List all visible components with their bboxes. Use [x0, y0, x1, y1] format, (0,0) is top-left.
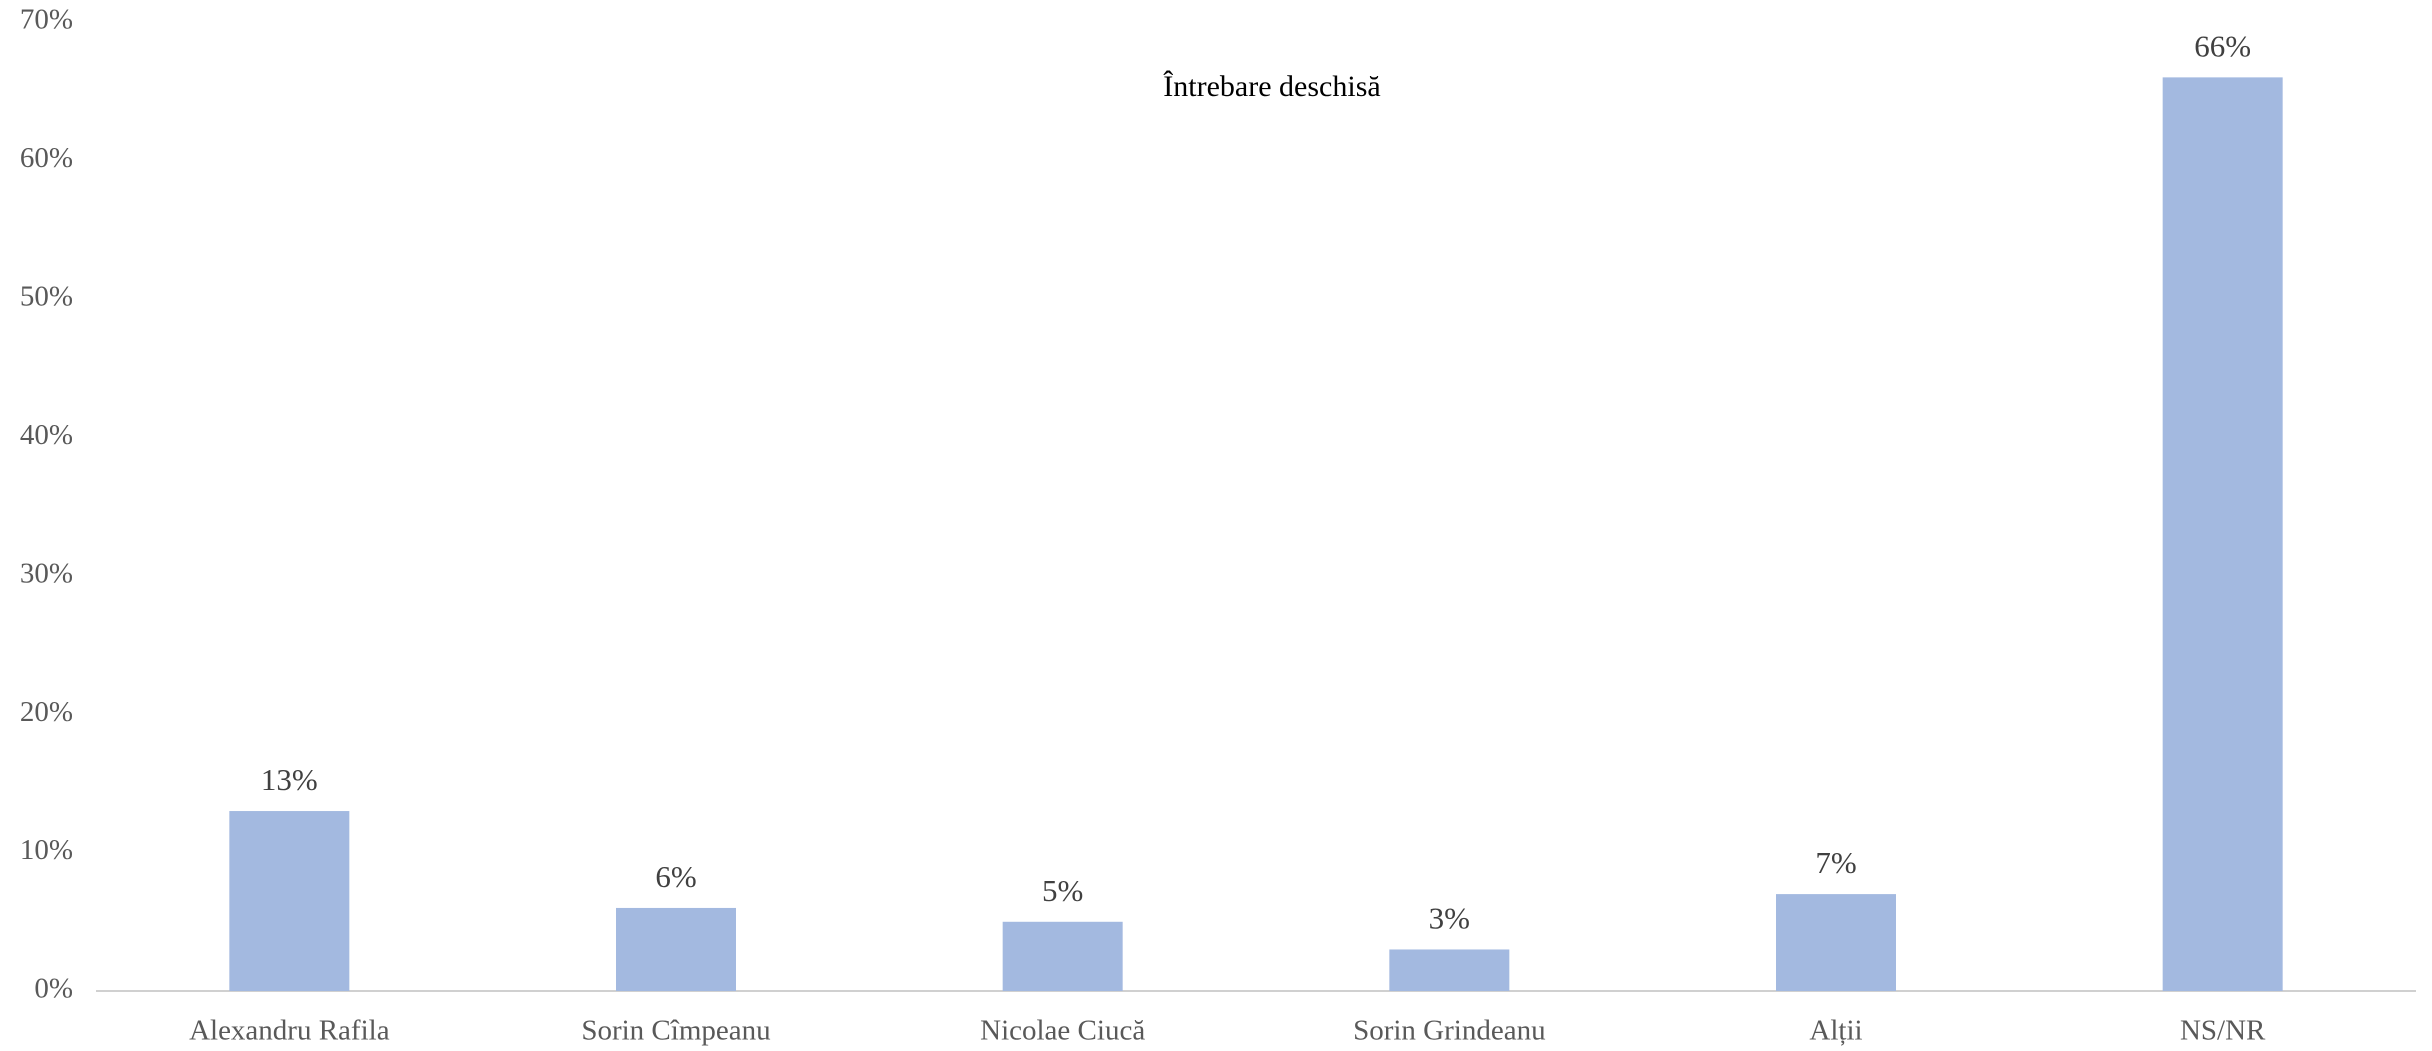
data-label: 7% [1815, 845, 1856, 880]
x-tick-label: Nicolae Ciucă [980, 1015, 1145, 1047]
x-tick-label: Sorin Cîmpeanu [581, 1015, 770, 1047]
y-tick-label: 10% [20, 834, 73, 866]
y-tick-label: 20% [20, 696, 73, 728]
bar [1389, 949, 1510, 991]
data-label: 6% [655, 859, 696, 894]
y-tick-label: 40% [20, 419, 73, 451]
x-tick-label: Sorin Grindeanu [1353, 1015, 1546, 1047]
chart-title: Întrebare deschisă [1163, 70, 1380, 103]
bar [1776, 894, 1896, 991]
y-tick-label: 50% [20, 281, 73, 313]
data-label: 66% [2194, 28, 2251, 63]
x-tick-label: NS/NR [2180, 1015, 2266, 1047]
y-tick-label: 30% [20, 557, 73, 589]
y-tick-label: 70% [20, 4, 73, 36]
y-tick-label: 60% [20, 142, 73, 174]
bar [1002, 921, 1123, 991]
x-tick-label: Alexandru Rafila [189, 1015, 390, 1047]
y-tick-label: 0% [34, 973, 73, 1005]
bar [2162, 77, 2283, 991]
bar [616, 907, 736, 991]
data-label: 3% [1429, 901, 1470, 936]
data-label: 5% [1042, 873, 1083, 908]
data-label: 13% [261, 762, 318, 797]
bar [229, 811, 350, 991]
x-tick-label: Alții [1809, 1015, 1862, 1047]
